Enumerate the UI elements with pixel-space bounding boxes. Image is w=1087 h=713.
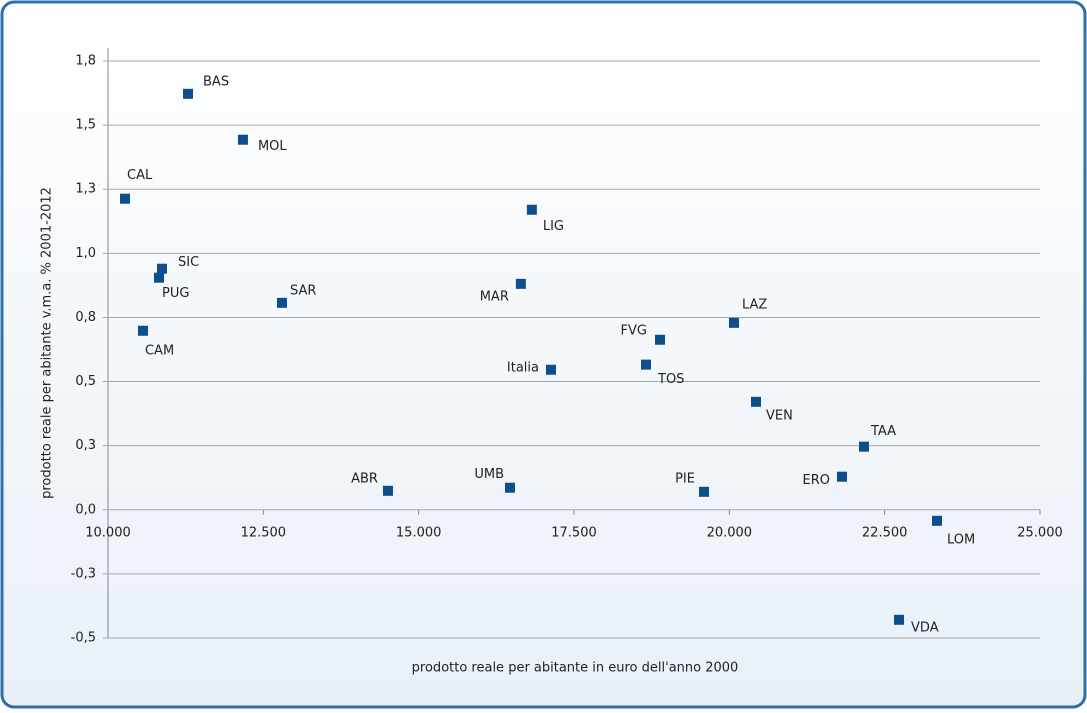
point-label: LIG: [543, 219, 564, 234]
y-tick-label: 1,8: [75, 54, 96, 69]
y-tick-label: -0,5: [71, 631, 96, 646]
point: [137, 325, 148, 336]
x-tick-label: 12.500: [241, 525, 287, 540]
y-tick-label: 1,3: [75, 182, 96, 197]
point: [276, 297, 287, 308]
y-tick-label: 0,5: [75, 374, 96, 389]
point-label: LOM: [947, 532, 975, 547]
point-label: TAA: [870, 424, 896, 439]
point-label: MOL: [258, 139, 287, 154]
point: [382, 485, 393, 496]
point-label: PIE: [675, 471, 695, 486]
x-tick-label: 25.000: [1017, 525, 1063, 540]
point-label: Italia: [507, 360, 539, 375]
y-tick-label: 0,0: [75, 502, 96, 517]
point-label: PUG: [162, 286, 189, 301]
point-label: SAR: [290, 283, 316, 298]
point-label: CAM: [145, 343, 174, 358]
point-label: ABR: [351, 471, 378, 486]
point: [183, 88, 194, 99]
y-tick-label: -0,3: [71, 566, 96, 581]
y-tick-label: 1,5: [75, 118, 96, 133]
x-tick-label: 22.500: [862, 525, 908, 540]
point: [931, 515, 942, 526]
point: [728, 317, 739, 328]
x-tick-label: 20.000: [707, 525, 753, 540]
point: [858, 441, 869, 452]
point-label: ERO: [802, 473, 829, 488]
point-label: LAZ: [742, 297, 767, 312]
point: [154, 272, 165, 283]
point: [505, 482, 516, 493]
y-tick-label: 0,3: [75, 438, 96, 453]
y-tick-label: 1,0: [75, 246, 96, 261]
point: [237, 134, 248, 145]
point: [894, 614, 905, 625]
x-tick-label: 15.000: [396, 525, 442, 540]
x-axis-title: prodotto reale per abitante in euro dell…: [412, 661, 739, 676]
point-label: VEN: [766, 408, 793, 423]
point: [546, 364, 557, 375]
point-label: SIC: [178, 255, 199, 270]
point: [654, 334, 665, 345]
point-label: VDA: [911, 620, 939, 635]
point-label: FVG: [621, 323, 647, 338]
point-label: BAS: [203, 74, 229, 89]
point: [698, 486, 709, 497]
x-tick-label: 10.000: [85, 525, 131, 540]
point: [526, 204, 537, 215]
point: [641, 359, 652, 370]
point-label: UMB: [474, 467, 504, 482]
point: [156, 263, 167, 274]
point: [836, 471, 847, 482]
point-label: CAL: [127, 168, 153, 183]
point: [515, 278, 526, 289]
point: [750, 396, 761, 407]
x-tick-label: 17.500: [551, 525, 597, 540]
point-label: MAR: [480, 289, 509, 304]
y-tick-label: 0,8: [75, 310, 96, 325]
point-label: TOS: [657, 372, 684, 387]
point: [120, 193, 131, 204]
y-axis-title: prodotto reale per abitante v.m.a. % 200…: [40, 187, 55, 499]
